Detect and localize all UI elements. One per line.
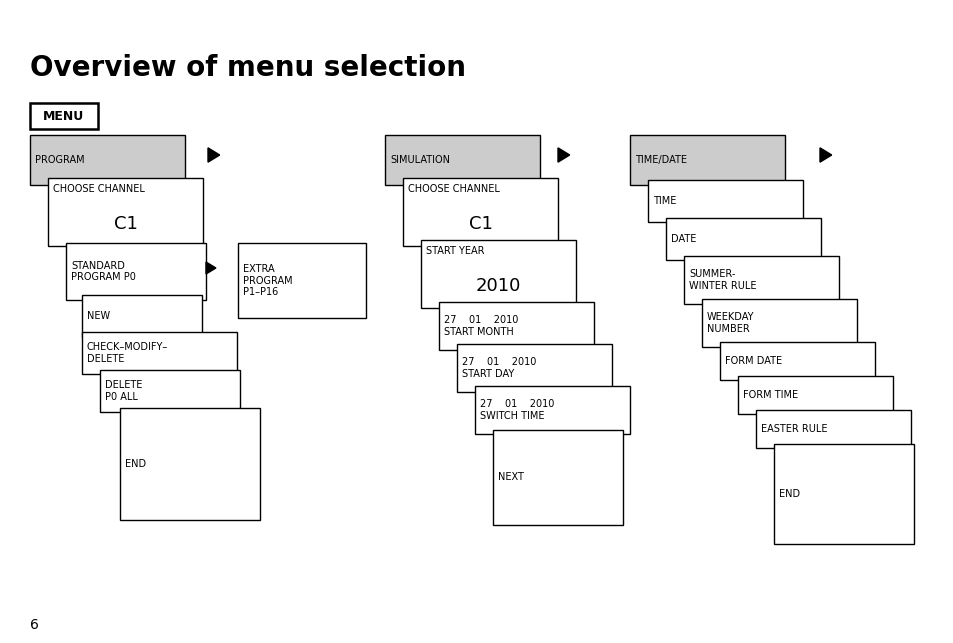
Text: TIME: TIME (652, 196, 676, 206)
Bar (48, 178, 203, 246)
Text: 27    01    2010
START MONTH: 27 01 2010 START MONTH (443, 315, 517, 337)
Text: NEXT: NEXT (497, 473, 523, 482)
Bar (493, 430, 622, 525)
Bar (82, 295, 202, 337)
Text: EASTER RULE: EASTER RULE (760, 424, 826, 434)
Text: 27    01    2010
SWITCH TIME: 27 01 2010 SWITCH TIME (479, 399, 554, 421)
Bar (647, 180, 802, 222)
Text: STANDARD
PROGRAM P0: STANDARD PROGRAM P0 (71, 260, 135, 282)
Text: SUMMER-
WINTER RULE: SUMMER- WINTER RULE (688, 269, 756, 291)
Bar (385, 135, 539, 185)
Bar (237, 243, 366, 318)
Text: END: END (125, 459, 146, 469)
Text: 27    01    2010
START DAY: 27 01 2010 START DAY (461, 358, 536, 379)
Bar (475, 386, 629, 434)
Bar (402, 178, 558, 246)
Text: EXTRA
PROGRAM
P1–P16: EXTRA PROGRAM P1–P16 (243, 264, 293, 297)
Polygon shape (208, 148, 219, 162)
Text: C1: C1 (113, 215, 137, 233)
Polygon shape (820, 148, 831, 162)
Bar (456, 344, 612, 392)
Text: DATE: DATE (670, 234, 696, 244)
Bar (683, 256, 838, 304)
Text: 2010: 2010 (476, 277, 520, 295)
Bar (738, 376, 892, 414)
Bar (66, 243, 206, 300)
Bar (720, 342, 874, 380)
Text: FORM TIME: FORM TIME (742, 390, 798, 400)
Bar (120, 408, 260, 520)
Text: NEW: NEW (87, 311, 110, 321)
Text: START YEAR: START YEAR (426, 246, 484, 256)
Bar (773, 444, 913, 544)
Text: CHECK–MODIFY–
DELETE: CHECK–MODIFY– DELETE (87, 342, 168, 364)
Text: CHOOSE CHANNEL: CHOOSE CHANNEL (53, 184, 145, 194)
Bar (629, 135, 784, 185)
Bar (30, 103, 98, 129)
Text: CHOOSE CHANNEL: CHOOSE CHANNEL (408, 184, 499, 194)
Polygon shape (558, 148, 569, 162)
Text: DELETE
P0 ALL: DELETE P0 ALL (105, 380, 142, 402)
Text: Overview of menu selection: Overview of menu selection (30, 54, 465, 82)
Bar (701, 299, 856, 347)
Text: PROGRAM: PROGRAM (35, 155, 85, 165)
Bar (100, 370, 240, 412)
Text: MENU: MENU (43, 109, 85, 123)
Bar (420, 240, 576, 308)
Text: 6: 6 (30, 618, 39, 632)
Text: C1: C1 (468, 215, 492, 233)
Bar (438, 302, 594, 350)
Text: FORM DATE: FORM DATE (724, 356, 781, 366)
Text: WEEKDAY
NUMBER: WEEKDAY NUMBER (706, 312, 754, 334)
Text: SIMULATION: SIMULATION (390, 155, 450, 165)
Polygon shape (206, 262, 215, 274)
Bar (82, 332, 236, 374)
Text: END: END (779, 489, 800, 499)
Bar (30, 135, 185, 185)
Bar (665, 218, 821, 260)
Bar (755, 410, 910, 448)
Text: TIME/DATE: TIME/DATE (635, 155, 686, 165)
